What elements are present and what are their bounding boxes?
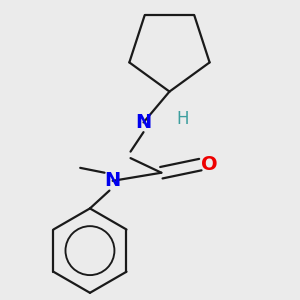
- Text: N: N: [104, 171, 121, 190]
- Text: O: O: [201, 155, 218, 174]
- Text: N: N: [135, 113, 152, 132]
- Text: H: H: [176, 110, 189, 128]
